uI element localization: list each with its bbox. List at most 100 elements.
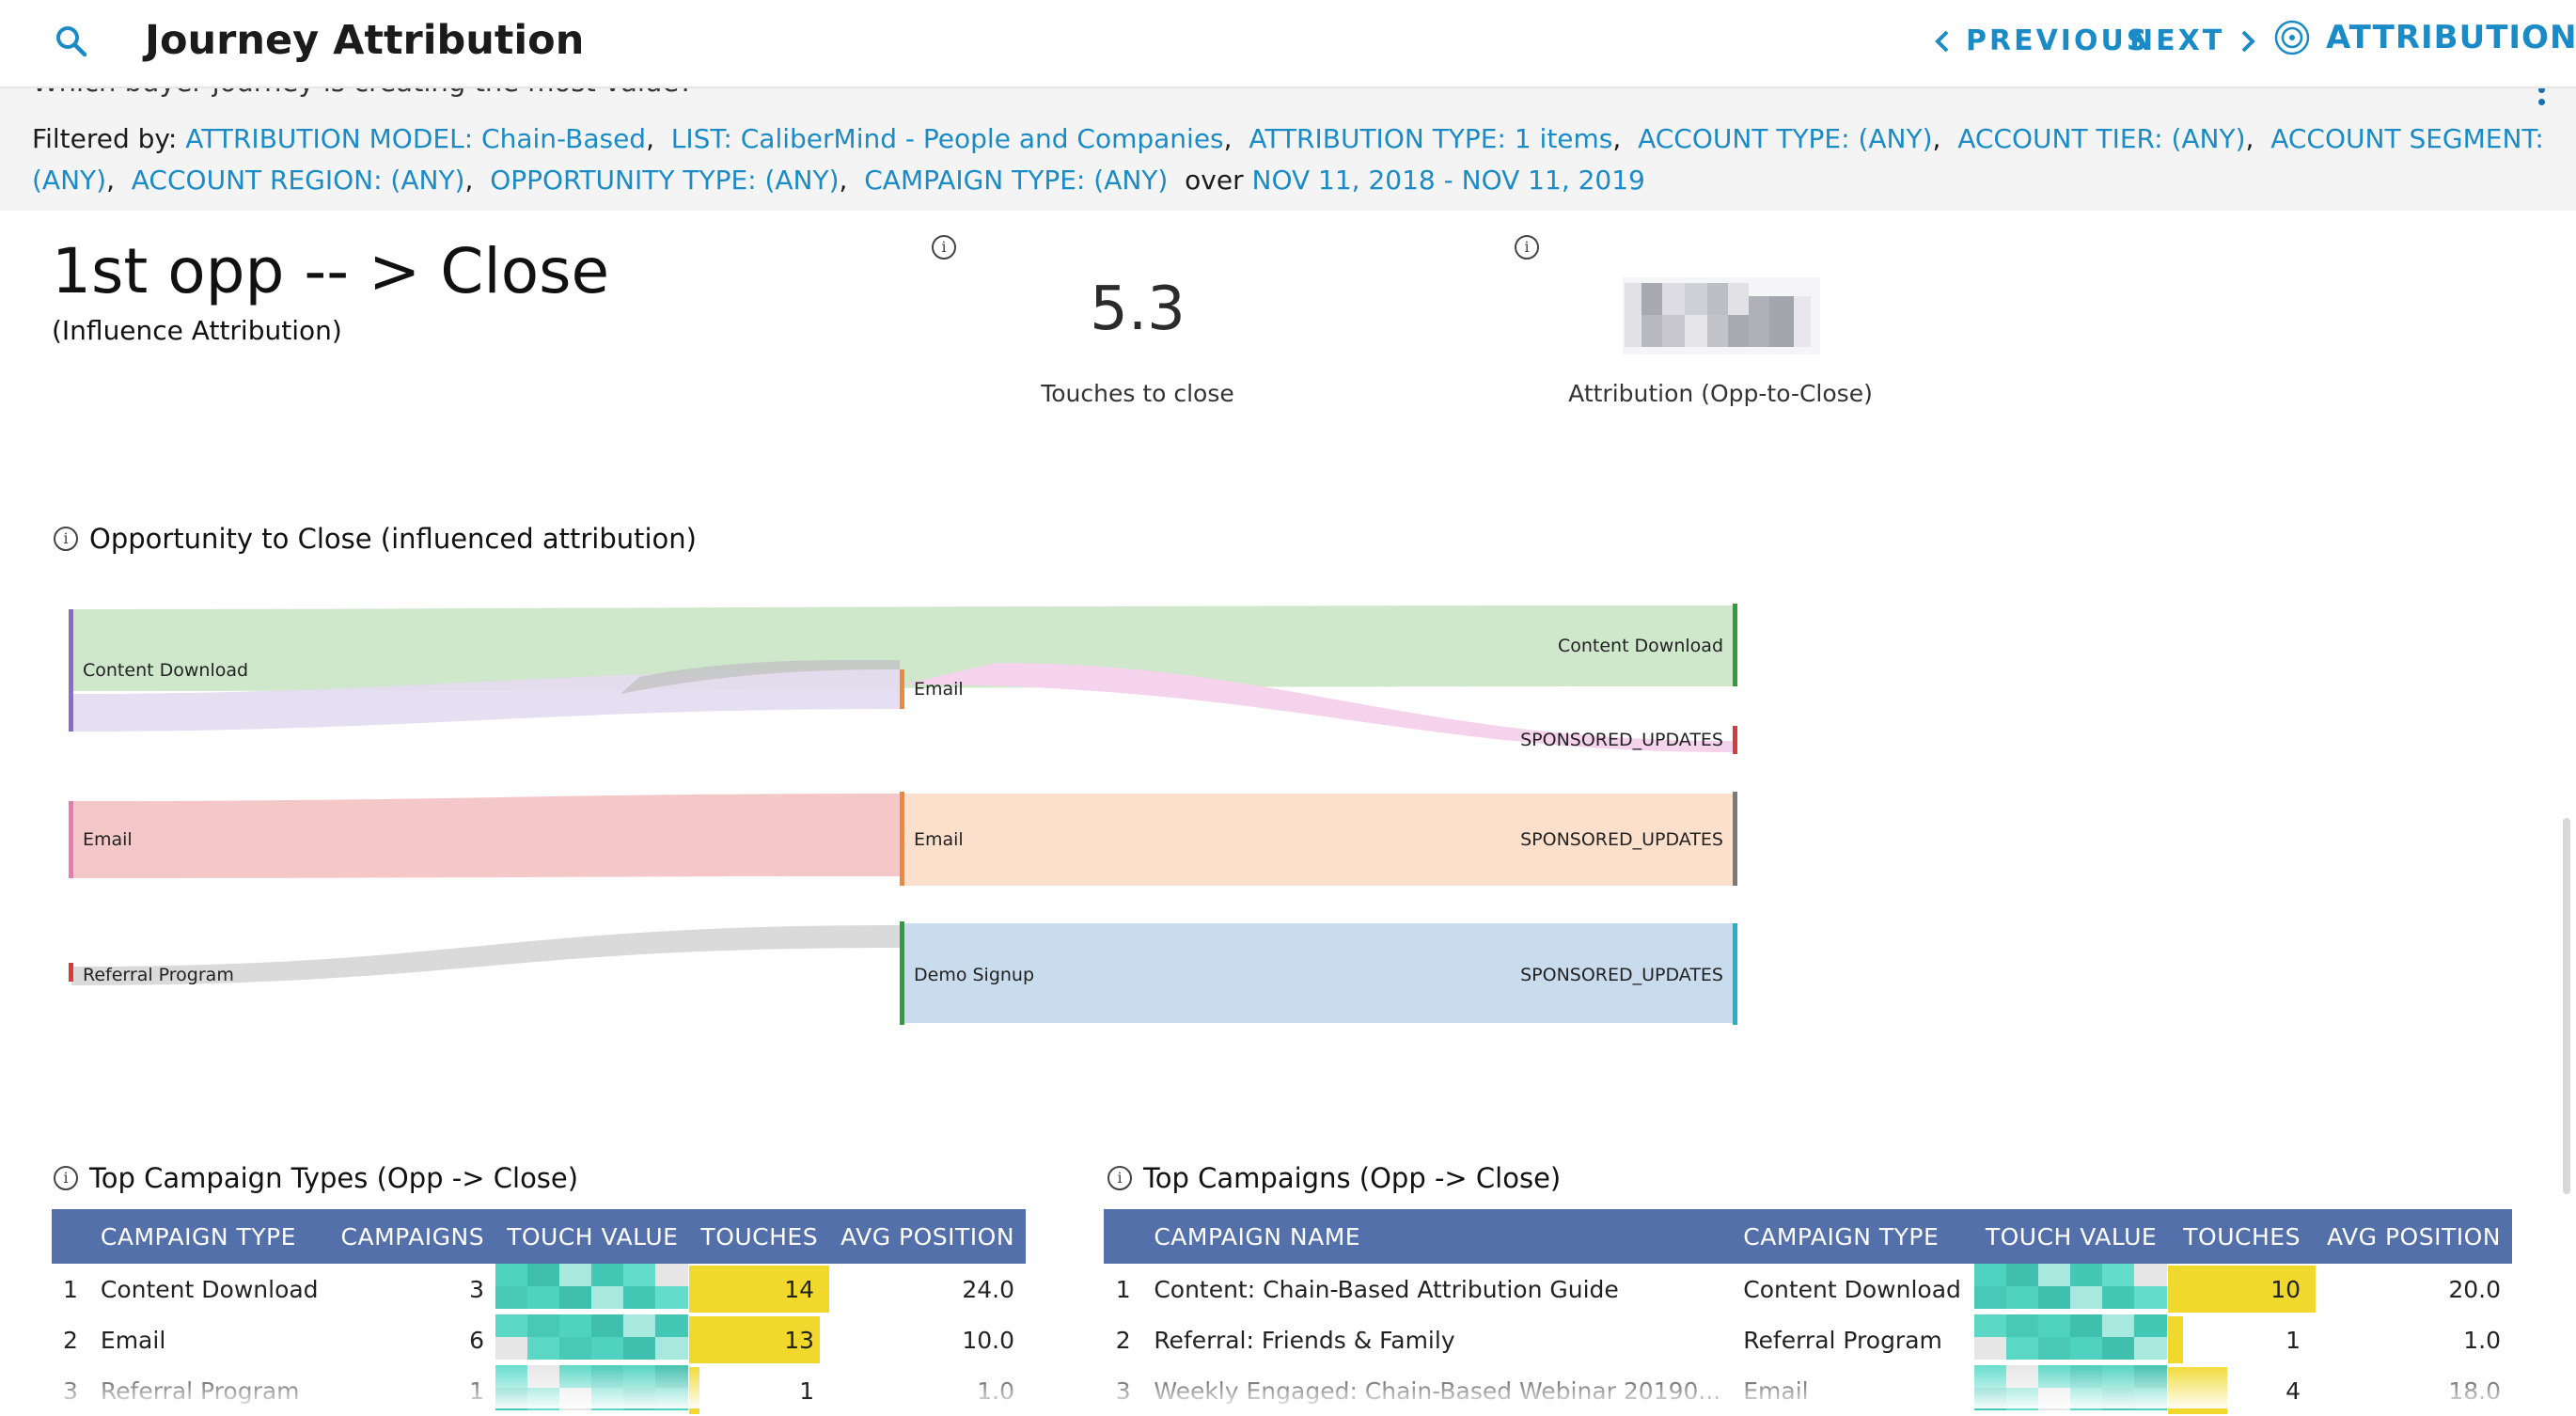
sankey-node [69,801,73,878]
summary-subtitle: (Influence Attribution) [52,315,342,346]
sankey-label: Email [83,829,133,850]
filter-account-segment[interactable]: ACCOUNT SEGMENT: (ANY) [32,123,2544,196]
touches-cell: 10 [2168,1264,2317,1314]
filter-account-type[interactable]: ACCOUNT TYPE: (ANY) [1638,123,1933,154]
column-header[interactable]: AVG POSITION [829,1209,1027,1264]
top-bar: Journey Attribution PREVIOUS NEXT ATTRIB… [0,0,2576,88]
sankey-node [900,669,904,709]
touches-value: 4 [2285,1377,2301,1405]
campaigns-section-title: i Top Campaigns (Opp -> Close) [1107,1162,1561,1194]
previous-button[interactable]: PREVIOUS [1932,24,2149,57]
sankey-section-title: i Opportunity to Close (influenced attri… [54,523,697,555]
attribution-menu-label: ATTRIBUTION [2326,19,2576,56]
info-icon[interactable]: i [932,235,956,260]
touches-bar [689,1266,830,1313]
sankey-link [620,659,900,694]
touch-value-cell [1973,1264,2168,1314]
table-row[interactable]: 2 Email 6 13 10.0 [52,1314,1026,1365]
campaigns-table: CAMPAIGN NAME CAMPAIGN TYPE TOUCH VALUE … [1104,1209,2512,1416]
column-header[interactable]: TOUCHES [2168,1209,2317,1264]
touches-cell: 1 [689,1365,829,1416]
filter-opportunity-type[interactable]: OPPORTUNITY TYPE: (ANY) [490,165,840,196]
touches-bar [2168,1316,2183,1363]
sankey-label: Referral Program [83,965,234,985]
filter-attribution-model[interactable]: ATTRIBUTION MODEL: Chain-Based [185,123,647,154]
chevron-right-icon [2241,30,2256,52]
more-options-icon[interactable] [2538,87,2548,111]
filter-list: Filtered by: ATTRIBUTION MODEL: Chain-Ba… [32,123,2544,196]
table-row[interactable]: 2 Referral: Friends & Family Referral Prog… [1104,1314,2512,1365]
touch-value-cell [495,1264,689,1314]
sankey-diagram: Content Download Email Referral Program … [69,604,1737,1025]
sankey-label: Email [914,829,964,850]
row-index: 2 [1115,1326,1131,1354]
campaigns-count-cell: 3 [469,1275,485,1303]
filter-prefix: Filtered by: [32,123,178,154]
filter-account-region[interactable]: ACCOUNT REGION: (ANY) [131,165,465,196]
table-row[interactable]: 1 Content: Chain-Based Attribution Guide C… [1104,1264,2512,1314]
column-header[interactable]: CAMPAIGN TYPE [88,1209,330,1264]
info-icon[interactable]: i [1515,235,1539,260]
touches-value: 14 [784,1275,815,1303]
sankey-title: Opportunity to Close (influenced attribu… [89,523,697,555]
redacted-touch-value [1973,1264,2167,1310]
avg-position-cell: 1.0 [2463,1326,2501,1354]
filter-over-label: over [1185,165,1244,196]
info-icon[interactable]: i [54,1166,78,1190]
column-header[interactable]: TOUCHES [689,1209,830,1264]
sankey-link [71,794,900,878]
next-button[interactable]: NEXT [2129,24,2258,57]
sankey-label: Content Download [1558,636,1723,656]
table-row[interactable]: 1 Content Download 3 14 24.0 [52,1264,1026,1314]
sankey-label: SPONSORED_UPDATES [1520,730,1723,750]
row-index: 1 [63,1275,78,1303]
touches-to-close-value: 5.3 [1090,275,1186,344]
campaign-type-cell: Email [100,1326,166,1354]
sankey-link [903,923,1733,1023]
avg-position-cell: 20.0 [2448,1275,2501,1303]
touch-value-cell [495,1314,689,1365]
touches-value: 1 [2285,1326,2301,1354]
sankey-link [903,663,1733,752]
chevron-left-icon [1935,30,1949,52]
touches-value: 10 [2270,1275,2301,1303]
sankey-label: Content Download [83,660,248,681]
filter-bar: Which buyer journey is creating the most… [0,79,2576,211]
column-header[interactable]: CAMPAIGN NAME [1142,1209,1733,1264]
avg-position-cell: 24.0 [962,1275,1015,1303]
info-icon[interactable]: i [54,527,78,551]
redacted-touch-value [495,1314,689,1361]
column-header[interactable]: CAMPAIGN TYPE [1732,1209,1974,1264]
attribution-opp-to-close-label: Attribution (Opp-to-Close) [1568,380,1873,407]
sankey-node [900,921,904,1025]
filter-campaign-type[interactable]: CAMPAIGN TYPE: (ANY) [864,165,1169,196]
campaigns-title: Top Campaigns (Opp -> Close) [1143,1162,1562,1194]
filter-list-item[interactable]: LIST: CaliberMind - People and Companies [670,123,1224,154]
sankey-label: SPONSORED_UPDATES [1520,829,1723,850]
column-header[interactable]: TOUCH VALUE [495,1209,690,1264]
row-index: 1 [1115,1275,1131,1303]
sankey-label: Email [914,679,964,700]
page-title: Journey Attribution [145,17,585,64]
filter-account-tier[interactable]: ACCOUNT TIER: (ANY) [1957,123,2246,154]
next-label: NEXT [2129,24,2225,57]
filter-attribution-type[interactable]: ATTRIBUTION TYPE: 1 items [1249,123,1613,154]
sankey-link [71,925,900,985]
sankey-label: SPONSORED_UPDATES [1520,965,1723,985]
campaign-type-cell: Content Download [1743,1275,1961,1303]
filter-date-range[interactable]: NOV 11, 2018 - NOV 11, 2019 [1251,165,1645,196]
attribution-dropdown[interactable]: ATTRIBUTION [2273,19,2576,56]
sankey-link [71,669,900,732]
column-header[interactable]: AVG POSITION [2316,1209,2512,1264]
campaign-types-section-title: i Top Campaign Types (Opp -> Close) [54,1162,578,1194]
column-header[interactable]: TOUCH VALUE [1973,1209,2169,1264]
info-icon[interactable]: i [1107,1166,1132,1190]
avg-position-cell: 10.0 [962,1326,1015,1354]
column-header[interactable]: CAMPAIGNS [329,1209,496,1264]
sankey-link [71,606,1733,691]
touches-cell: 14 [689,1264,830,1314]
search-icon[interactable] [53,23,90,60]
row-index: 2 [63,1326,78,1354]
sankey-node [1733,923,1737,1025]
scrollbar[interactable] [2563,818,2570,1194]
